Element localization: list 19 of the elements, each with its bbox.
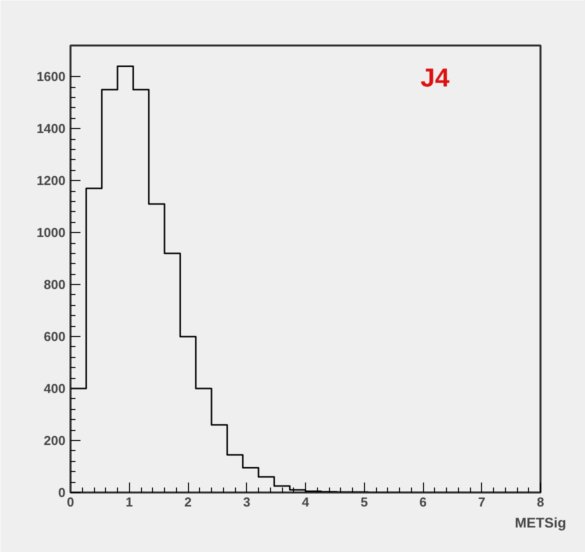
y-tick-label: 200 <box>44 433 66 448</box>
y-tick-label: 400 <box>44 381 66 396</box>
x-tick-label: 6 <box>419 494 427 510</box>
x-tick-label: 3 <box>243 494 250 510</box>
y-tick-label: 1000 <box>36 225 66 240</box>
y-tick-label: 1600 <box>36 69 66 84</box>
y-tick-label: 0 <box>58 485 66 500</box>
x-tick-label: 8 <box>536 494 544 510</box>
y-tick-label: 1200 <box>36 173 66 188</box>
x-tick-label: 1 <box>126 494 133 510</box>
x-tick-label: 2 <box>184 494 192 510</box>
y-tick-label: 1400 <box>36 121 66 136</box>
x-axis-title: METSig <box>514 514 566 530</box>
annotation: J4 <box>420 62 450 92</box>
y-tick-label: 600 <box>44 329 66 344</box>
y-tick-label: 800 <box>44 277 66 292</box>
x-tick-label: 7 <box>478 494 486 510</box>
x-tick-label: 5 <box>360 494 368 510</box>
x-tick-label: 4 <box>302 494 310 510</box>
